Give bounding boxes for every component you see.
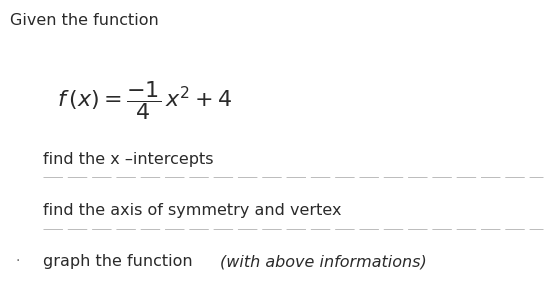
Text: (with above informations): (with above informations) [220,254,427,269]
Text: ·: · [16,254,20,268]
Text: find the x –intercepts: find the x –intercepts [43,152,214,167]
Text: graph the function: graph the function [43,254,198,269]
Text: find the axis of symmetry and vertex: find the axis of symmetry and vertex [43,203,342,218]
Text: $\it{f}\,\mathit{(x)} = \dfrac{-1}{4}\,x^2 + 4$: $\it{f}\,\mathit{(x)} = \dfrac{-1}{4}\,x… [57,79,232,122]
Text: graph the function: graph the function [43,254,198,269]
Text: Given the function: Given the function [11,14,159,29]
